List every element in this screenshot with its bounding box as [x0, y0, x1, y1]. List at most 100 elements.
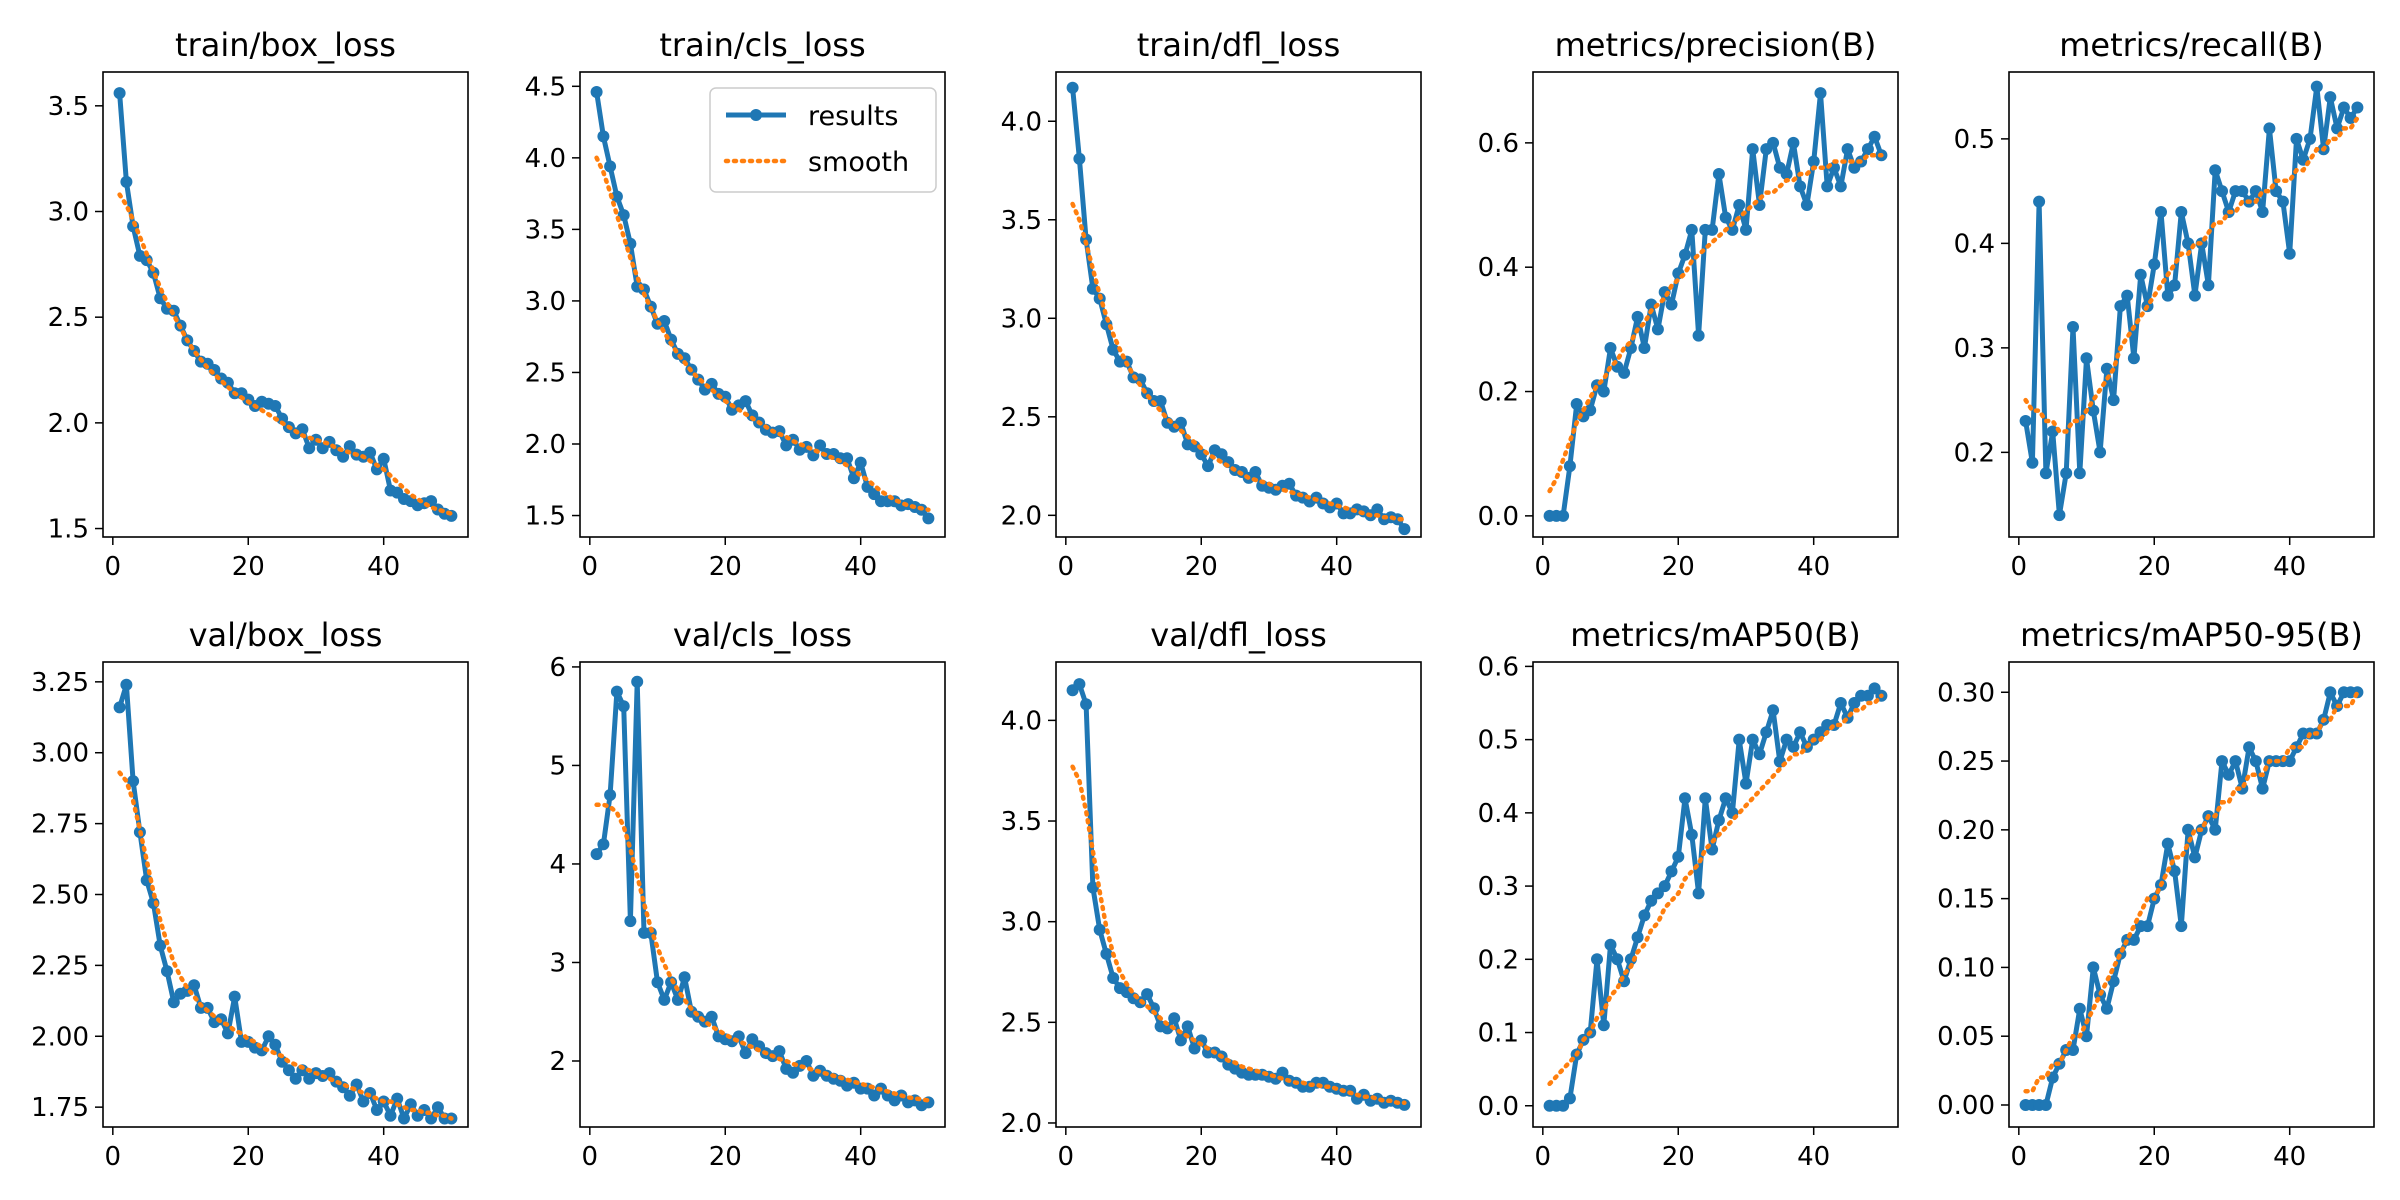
chart-title: val/box_loss [189, 616, 383, 654]
results-point [2114, 300, 2127, 313]
results-point [1800, 199, 1813, 211]
results-point [1398, 523, 1411, 536]
chart-title: train/dfl_loss [1137, 26, 1341, 64]
y-tick-label: 2.50 [31, 881, 89, 911]
x-tick-label: 40 [2273, 552, 2306, 582]
results-point [2067, 321, 2079, 333]
chart-panel-val-dfl-loss: val/dfl_loss 0 20 40 2.0 2.5 3.0 3.5 4.0 [1001, 616, 1422, 1172]
y-tick-label: 1.5 [525, 502, 566, 532]
y-tick-label: 2 [549, 1047, 566, 1077]
y-tick-label: 0.00 [1937, 1091, 1995, 1121]
x-tick-label: 20 [1662, 552, 1695, 582]
chart-panel-train-cls-loss: train/cls_loss 0 20 40 1.5 2.0 2.5 3.0 3.5 4.0 4.5 [525, 26, 946, 582]
x-tick-label: 0 [582, 552, 599, 582]
results-point [1086, 881, 1099, 894]
y-tick-label: 0.30 [1937, 678, 1995, 708]
y-tick-label: 2.75 [31, 810, 89, 840]
results-point [1638, 342, 1651, 354]
legend-smooth-label: smooth [808, 147, 909, 178]
results-point [1841, 143, 1854, 156]
results-point [739, 1047, 752, 1060]
y-tick-label: 3.0 [48, 198, 89, 228]
results-point [847, 472, 860, 485]
x-tick-label: 0 [2011, 1142, 2028, 1172]
results-point [2229, 755, 2242, 768]
results-series-line [1549, 90, 1884, 519]
results-point [1794, 726, 1807, 739]
results-point [1753, 748, 1766, 761]
results-point [1066, 81, 1079, 94]
x-tick-label: 40 [2273, 1142, 2306, 1172]
results-point [2073, 1002, 2086, 1015]
results-point [597, 838, 610, 851]
axes-frame [102, 661, 469, 1128]
y-tick-label: 3.25 [31, 668, 89, 698]
results-point [2222, 768, 2235, 781]
results-point [2351, 101, 2364, 114]
y-tick-label: 2.00 [31, 1022, 89, 1052]
axes-frame [1532, 661, 1899, 1128]
y-tick-label: 0.5 [1954, 125, 1995, 155]
results-point [610, 190, 623, 203]
results-point [1665, 298, 1678, 311]
results-point [391, 1092, 404, 1105]
y-tick-label: 0.2 [1954, 438, 1995, 468]
results-point [1570, 398, 1583, 410]
results-point [167, 996, 180, 1009]
y-tick-label: 1.5 [48, 515, 89, 545]
results-point [2310, 80, 2323, 93]
results-point [303, 442, 316, 455]
results-point [2324, 686, 2337, 699]
results-point [2039, 467, 2052, 480]
x-tick-label: 20 [2138, 552, 2171, 582]
results-point [631, 675, 644, 688]
results-point [1861, 143, 1874, 156]
y-tick-label: 4 [549, 850, 566, 880]
chart-panel-metrics-precision-b: metrics/precision(B) 0 20 40 0.0 0.2 0.4 0.6 [1478, 26, 1899, 582]
y-tick-label: 6 [549, 653, 566, 683]
chart-panel-metrics-map50-95-b: metrics/mAP50-95(B) 0 20 40 0.00 0.05 0.10 0.15… [1937, 616, 2375, 1172]
y-tick-label: 0.0 [1478, 502, 1519, 532]
results-point [1141, 988, 1154, 1001]
y-tick-label: 2.5 [1001, 1008, 1042, 1038]
results-point [1584, 404, 1597, 417]
y-tick-label: 2.0 [1001, 1109, 1042, 1139]
results-point [276, 412, 289, 425]
results-point [1767, 136, 1780, 149]
results-point [1760, 726, 1773, 739]
x-tick-label: 20 [1185, 552, 1218, 582]
results-point [1604, 342, 1617, 354]
y-tick-label: 3.0 [1001, 304, 1042, 334]
results-point [1591, 953, 1603, 966]
y-tick-label: 4.0 [1001, 107, 1042, 137]
results-point [1834, 180, 1847, 193]
y-tick-label: 0.15 [1937, 885, 1995, 915]
results-point [384, 1109, 397, 1122]
results-point [1679, 792, 1691, 805]
chart-title: val/dfl_loss [1150, 616, 1327, 654]
results-point [2141, 920, 2154, 933]
results-point [2100, 1002, 2113, 1015]
results-point [1746, 733, 1759, 746]
results-point [1276, 1066, 1289, 1079]
results-point [370, 1104, 383, 1116]
y-tick-label: 5 [549, 751, 566, 781]
x-tick-label: 0 [582, 1142, 599, 1172]
y-tick-label: 3.5 [1001, 206, 1042, 236]
x-tick-label: 40 [1320, 552, 1353, 582]
y-tick-label: 3.5 [525, 215, 566, 245]
results-point [597, 130, 610, 143]
y-tick-label: 2.5 [48, 303, 89, 333]
smooth-series-line [2023, 115, 2360, 434]
results-point [2283, 247, 2296, 260]
results-point [1181, 1020, 1194, 1033]
results-point [161, 965, 173, 978]
results-point [1631, 310, 1644, 323]
y-tick-label: 3.0 [1001, 908, 1042, 938]
results-point [431, 1101, 444, 1114]
x-tick-label: 40 [844, 552, 877, 582]
y-tick-label: 2.5 [1001, 403, 1042, 433]
axes-frame [579, 71, 946, 538]
smooth-series-line [1070, 201, 1407, 522]
